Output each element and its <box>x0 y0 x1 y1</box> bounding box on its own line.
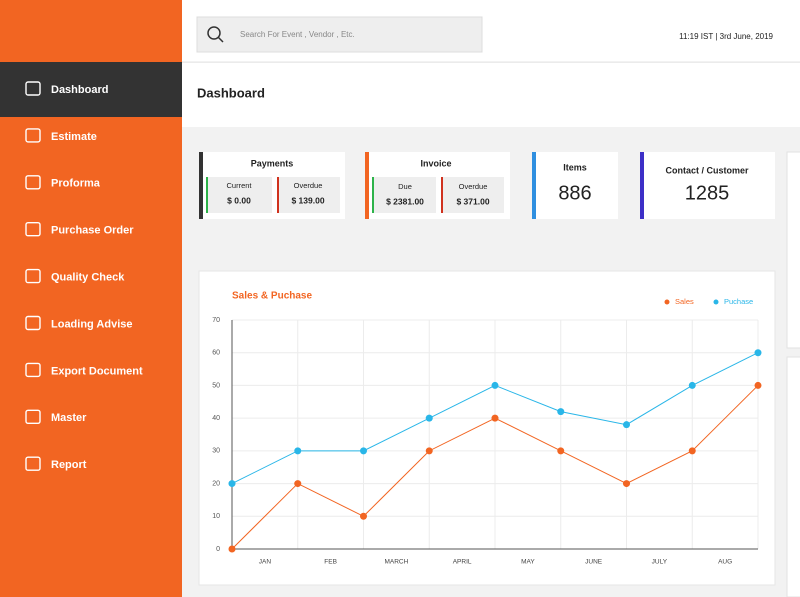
point <box>754 349 762 357</box>
point <box>360 447 367 455</box>
nav-icon <box>25 175 41 190</box>
card-value: 886 <box>558 182 591 204</box>
point <box>228 545 236 553</box>
cell <box>277 177 340 213</box>
cell-value: $ 371.00 <box>456 196 489 206</box>
y-tick-label: 70 <box>212 317 220 324</box>
cell-accent <box>206 177 208 213</box>
nav-icon <box>25 221 41 237</box>
search-icon <box>217 36 224 43</box>
datetime: 11:19 IST | 3rd June, 2019 <box>679 32 773 41</box>
nav-item[interactable]: Dashboard <box>51 84 108 96</box>
cell-label: Due <box>398 182 412 191</box>
cell <box>441 177 504 213</box>
cell-value: $ 0.00 <box>227 195 251 205</box>
point <box>754 381 762 389</box>
x-tick-label: FEB <box>324 559 337 566</box>
y-tick-label: 30 <box>212 448 220 455</box>
nav-item[interactable]: Export Document <box>51 365 143 377</box>
cell-value: $ 139.00 <box>291 195 324 205</box>
nav-icon <box>25 81 41 96</box>
point <box>688 447 696 455</box>
card-accent <box>640 152 644 219</box>
point <box>294 447 302 455</box>
cell-accent <box>441 177 443 213</box>
x-tick-label: MARCH <box>384 559 408 566</box>
cell-accent <box>372 177 374 213</box>
point <box>623 480 630 488</box>
card <box>532 152 618 219</box>
chart-title: Sales & Puchase <box>232 291 312 302</box>
x-tick-label: JULY <box>652 559 668 566</box>
cell-label: Overdue <box>459 182 488 191</box>
nav-item[interactable]: Quality Check <box>51 272 125 284</box>
card-accent <box>199 152 203 219</box>
cell-value: $ 2381.00 <box>386 196 424 206</box>
point <box>425 414 433 422</box>
y-tick-label: 20 <box>212 480 220 487</box>
legend-label: Puchase <box>724 297 753 306</box>
point <box>688 381 696 389</box>
x-tick-label: JUNE <box>585 559 603 566</box>
nav-icon <box>25 128 41 143</box>
y-tick-label: 0 <box>216 546 220 553</box>
nav-icon <box>25 362 41 378</box>
cell-label: Current <box>226 181 252 190</box>
nav-item[interactable]: Proforma <box>51 178 101 190</box>
card-title: Contact / Customer <box>665 165 749 175</box>
card-accent <box>365 152 369 219</box>
cell-accent <box>277 177 279 213</box>
title-bar <box>182 63 800 127</box>
nav-item[interactable]: Report <box>51 459 87 471</box>
cell <box>372 177 436 213</box>
card-partial <box>786 151 800 349</box>
card-partial <box>786 356 800 597</box>
nav-item[interactable]: Master <box>51 412 87 424</box>
nav-active <box>0 62 182 117</box>
x-tick-label: APRIL <box>453 559 472 566</box>
point <box>228 480 236 488</box>
point <box>623 421 630 429</box>
point <box>360 512 367 520</box>
x-tick-label: JAN <box>259 559 272 566</box>
legend-dot <box>664 299 670 305</box>
y-tick-label: 40 <box>212 415 220 422</box>
card-title: Invoice <box>420 158 451 168</box>
card-title: Payments <box>251 158 294 168</box>
card-title: Items <box>563 162 587 172</box>
search-icon <box>207 26 221 40</box>
cell-label: Overdue <box>294 181 323 190</box>
card-value: 1285 <box>685 182 730 204</box>
point <box>557 447 565 455</box>
x-tick-label: AUG <box>718 559 732 566</box>
page-title: Dashboard <box>197 85 265 100</box>
search-box[interactable] <box>196 16 483 53</box>
search-placeholder: Search For Event , Vendor , Etc. <box>240 30 355 39</box>
point <box>491 381 499 389</box>
point <box>294 480 302 488</box>
card-accent <box>532 152 536 219</box>
y-tick-label: 60 <box>212 350 220 357</box>
nav-item[interactable]: Estimate <box>51 131 97 143</box>
nav-icon <box>25 456 41 471</box>
card <box>640 152 775 219</box>
legend-dot <box>713 299 719 305</box>
x-tick-label: MAY <box>521 559 535 566</box>
nav-icon <box>25 409 41 424</box>
nav-item[interactable]: Loading Advise <box>51 318 133 330</box>
chart-card <box>198 270 776 586</box>
y-tick-label: 10 <box>212 513 220 520</box>
nav-item[interactable]: Purchase Order <box>51 225 134 237</box>
point <box>425 447 433 455</box>
nav-icon <box>25 268 41 284</box>
nav-icon <box>25 315 41 331</box>
y-tick-label: 50 <box>212 382 220 389</box>
cell <box>206 177 272 213</box>
legend-label: Sales <box>675 297 694 306</box>
point <box>491 414 499 422</box>
point <box>557 408 565 416</box>
